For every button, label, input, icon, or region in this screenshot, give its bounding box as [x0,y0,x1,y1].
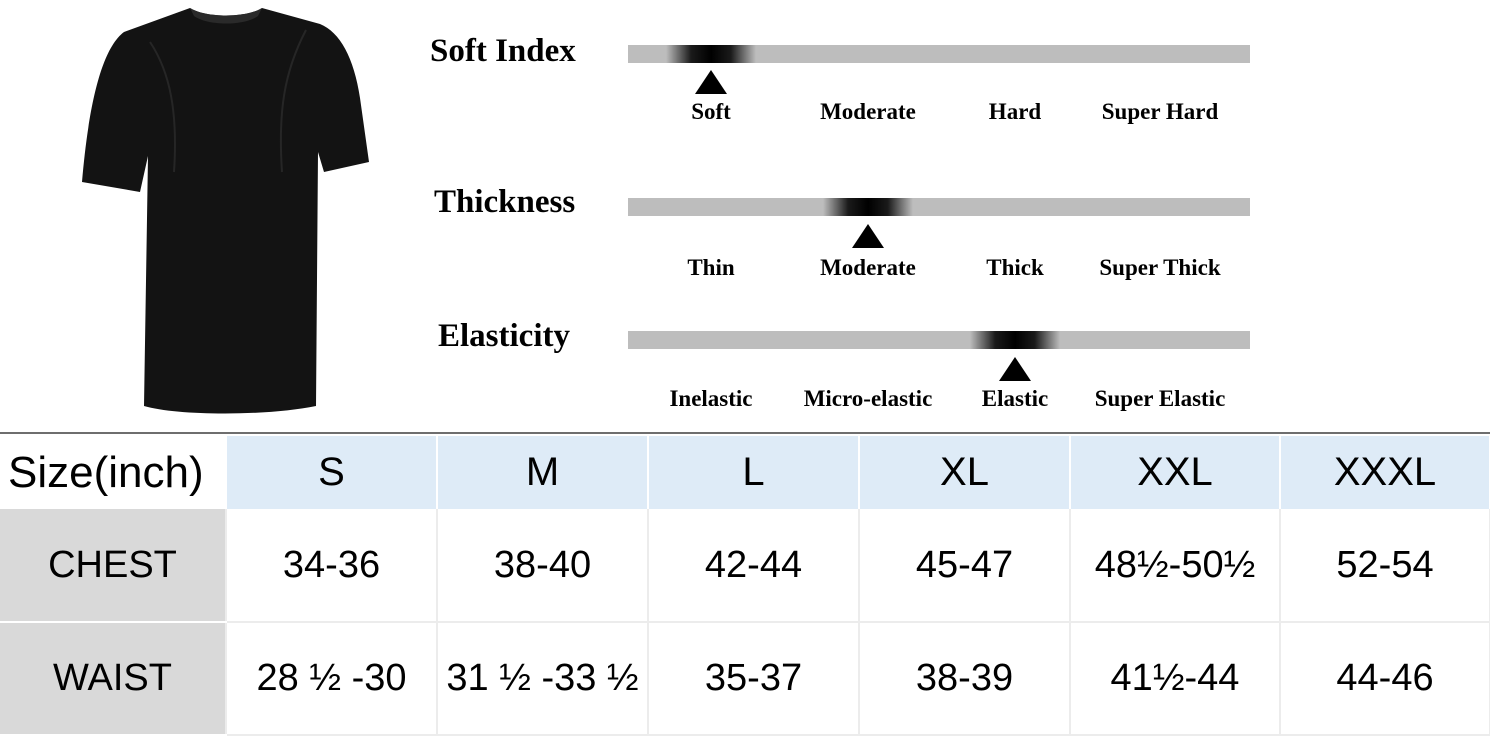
table-cell: 35-37 [648,622,860,736]
size-header-label: Size(inch) [0,436,227,509]
thickness-title: Thickness [434,184,576,220]
size-header-row: Size(inch) S M L XL XXL XXXL [0,436,1490,509]
soft-index-bar [628,45,1250,63]
elasticity-option: Micro-elastic [803,386,933,411]
table-cell: 42-44 [648,509,860,623]
row-label-chest: CHEST [0,509,227,623]
table-cell: 41½-44 [1070,622,1281,736]
thickness-marker-icon [852,224,884,248]
thickness-option: Super Thick [1099,255,1221,280]
table-cell: 48½-50½ [1070,509,1281,623]
elasticity-title: Elasticity [438,318,570,354]
elasticity-marker-icon [999,357,1031,381]
table-cell: 44-46 [1280,622,1490,736]
table-cell: 31 ½ -33 ½ [437,622,649,736]
table-cell: 38-39 [859,622,1071,736]
thickness-option: Thin [687,255,735,280]
elasticity-option: Super Elastic [1094,386,1226,411]
table-cell: 45-47 [859,509,1071,623]
size-header-cell: XXL [1070,436,1281,509]
table-cell: 52-54 [1280,509,1490,623]
size-chart-table: Size(inch) S M L XL XXL XXXL CHEST 34-36… [0,436,1490,736]
size-header-cell: XL [859,436,1071,509]
soft-index-option: Super Hard [1101,99,1219,124]
size-header-cell: M [437,436,649,509]
soft-index-option: Hard [988,99,1042,124]
row-label-waist: WAIST [0,622,227,736]
elasticity-bar [628,331,1250,349]
elasticity-option: Inelastic [669,386,753,411]
thickness-option: Moderate [820,255,916,280]
section-divider [0,432,1490,434]
table-row: CHEST 34-36 38-40 42-44 45-47 48½-50½ 52… [0,509,1490,623]
size-header-cell: L [648,436,860,509]
thickness-option: Thick [986,255,1044,280]
table-cell: 28 ½ -30 [226,622,438,736]
soft-index-marker-icon [695,70,727,94]
soft-index-option: Soft [691,99,731,124]
thickness-bar [628,198,1250,216]
soft-index-title: Soft Index [430,33,576,69]
table-cell: 34-36 [226,509,438,623]
size-header-cell: S [226,436,438,509]
table-cell: 38-40 [437,509,649,623]
size-header-cell: XXXL [1280,436,1490,509]
t-shirt-image [82,8,369,414]
soft-index-option: Moderate [820,99,916,124]
table-row: WAIST 28 ½ -30 31 ½ -33 ½ 35-37 38-39 41… [0,622,1490,736]
elasticity-option: Elastic [981,386,1049,411]
